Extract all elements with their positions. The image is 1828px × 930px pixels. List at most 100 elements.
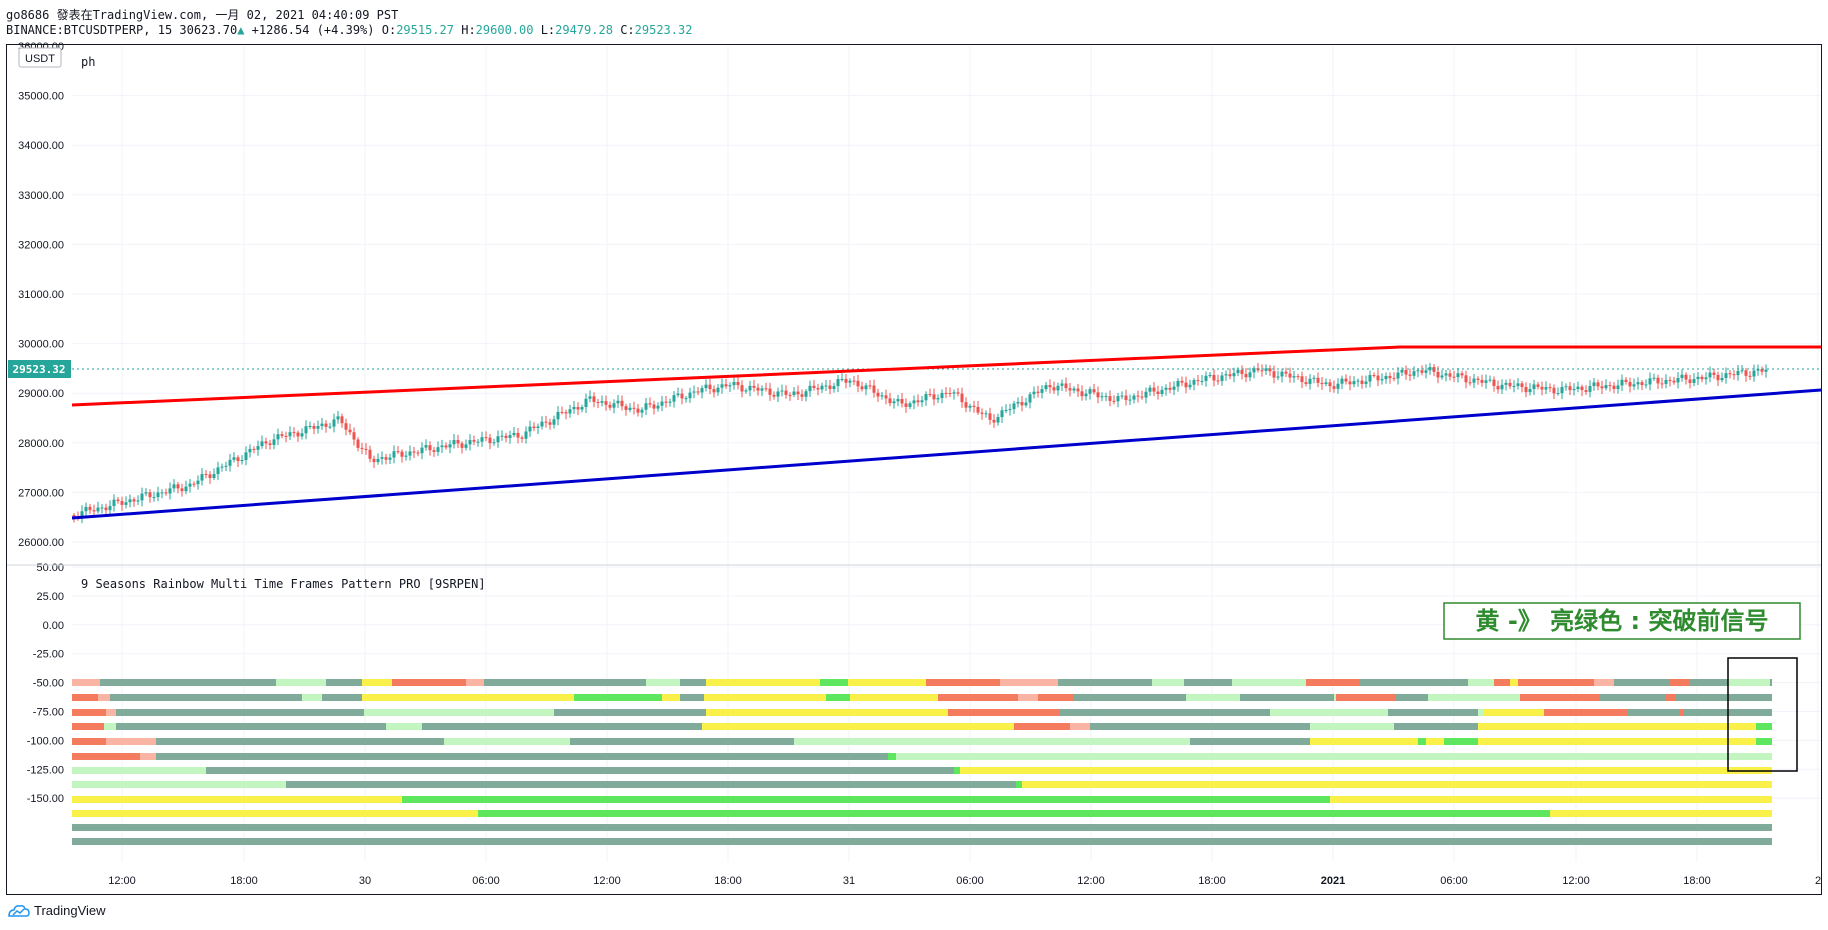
candle-body (688, 392, 692, 399)
rainbow-segment (1152, 679, 1184, 686)
candle-body (316, 426, 320, 429)
candle-body (1528, 389, 1532, 393)
candle-body (528, 426, 532, 432)
rainbow-segment (1680, 709, 1684, 716)
candle-body (1212, 374, 1216, 381)
candle-body (1452, 376, 1456, 378)
candle-body (88, 506, 92, 511)
rainbow-segment (1666, 694, 1676, 701)
support-trendline[interactable] (71, 388, 1822, 520)
candle-body (340, 416, 344, 424)
candle-body (200, 474, 204, 481)
candle-body (196, 480, 200, 485)
candle-body (1192, 380, 1196, 385)
candle-body (636, 408, 640, 413)
candle-body (972, 405, 976, 407)
candle-body (1636, 382, 1640, 385)
time-tick: 18:00 (714, 875, 742, 887)
candle-body (484, 437, 488, 439)
rainbow-segment (302, 694, 322, 701)
candle-body (1524, 387, 1528, 393)
candle-body (1308, 378, 1312, 384)
time-tick: 12:00 (593, 875, 621, 887)
candle-body (308, 425, 312, 427)
candle-body (1260, 370, 1264, 372)
candle-body (1492, 379, 1496, 386)
rainbow-segment (888, 753, 896, 760)
candle-body (616, 400, 620, 404)
candle-body (280, 434, 284, 436)
rainbow-segment (1478, 709, 1484, 716)
candle-body (540, 421, 544, 427)
currency-badge[interactable] (18, 47, 62, 68)
candle-body (1496, 385, 1500, 390)
candle-body (1276, 376, 1280, 378)
candle-body (96, 507, 100, 512)
candle-body (1060, 383, 1064, 386)
rainbow-segment (1060, 709, 1270, 716)
candle-body (1388, 375, 1392, 379)
candle-body (1280, 371, 1284, 377)
candle-body (912, 400, 916, 404)
candle-body (844, 379, 848, 383)
candle-body (572, 406, 576, 410)
rainbow-segment (1394, 723, 1478, 730)
candle-body (1480, 379, 1484, 383)
symbol-name[interactable]: BINANCE:BTCUSDTPERP, 15 (6, 23, 173, 37)
candle-body (512, 432, 516, 436)
time-tick: 12:00 (1562, 875, 1590, 887)
candle-body (1356, 380, 1360, 382)
rainbow-segment (1368, 694, 1396, 701)
rainbow-segment (1494, 679, 1510, 686)
rainbow-bars (72, 679, 1772, 845)
resistance-trendline[interactable] (71, 345, 1821, 407)
candle-body (1532, 384, 1536, 390)
rainbow-segment (1676, 694, 1728, 701)
candle-body (1756, 369, 1760, 371)
candle-body (1244, 374, 1248, 378)
candle-body (860, 386, 864, 390)
candle-body (324, 423, 328, 427)
candle-body (1188, 384, 1192, 388)
chart-frame (6, 44, 1822, 895)
indicator-tick: -50.00 (33, 678, 64, 690)
rainbow-segment (1336, 694, 1368, 701)
candle-body (152, 497, 156, 499)
candle-body (1140, 396, 1144, 398)
candle-body (1360, 380, 1364, 384)
rainbow-segment (156, 753, 888, 760)
annotation-box (1443, 602, 1801, 640)
candle-body (428, 445, 432, 451)
candle-body (356, 439, 360, 448)
candle-body (72, 515, 76, 517)
time-tick: 2021 (1321, 875, 1345, 887)
candle-body (228, 459, 232, 466)
candle-body (812, 385, 816, 389)
rainbow-segment (110, 694, 302, 701)
candle-body (312, 425, 316, 429)
candle-body (396, 451, 400, 453)
rainbow-segment (72, 709, 106, 716)
rainbow-segment (1756, 738, 1772, 745)
candle-body (948, 393, 952, 395)
candle-body (1032, 391, 1036, 395)
candle-body (704, 384, 708, 389)
candle-body (792, 391, 796, 395)
candle-body (1616, 385, 1620, 390)
indicator-tick: -150.00 (27, 793, 64, 805)
rainbow-segment (386, 723, 422, 730)
candle-body (1416, 370, 1420, 372)
rainbow-segment (1756, 723, 1772, 730)
candle-body (1588, 386, 1592, 392)
candle-body (1116, 396, 1120, 402)
candle-body (516, 432, 520, 438)
candle-body (1088, 389, 1092, 394)
candle-body (1736, 370, 1740, 376)
tradingview-brand[interactable]: TradingView (8, 903, 106, 918)
candle-body (1104, 396, 1108, 398)
candle-body (148, 492, 152, 498)
candle-body (108, 506, 112, 511)
rainbow-segment (704, 694, 826, 701)
candle-body (448, 444, 452, 448)
